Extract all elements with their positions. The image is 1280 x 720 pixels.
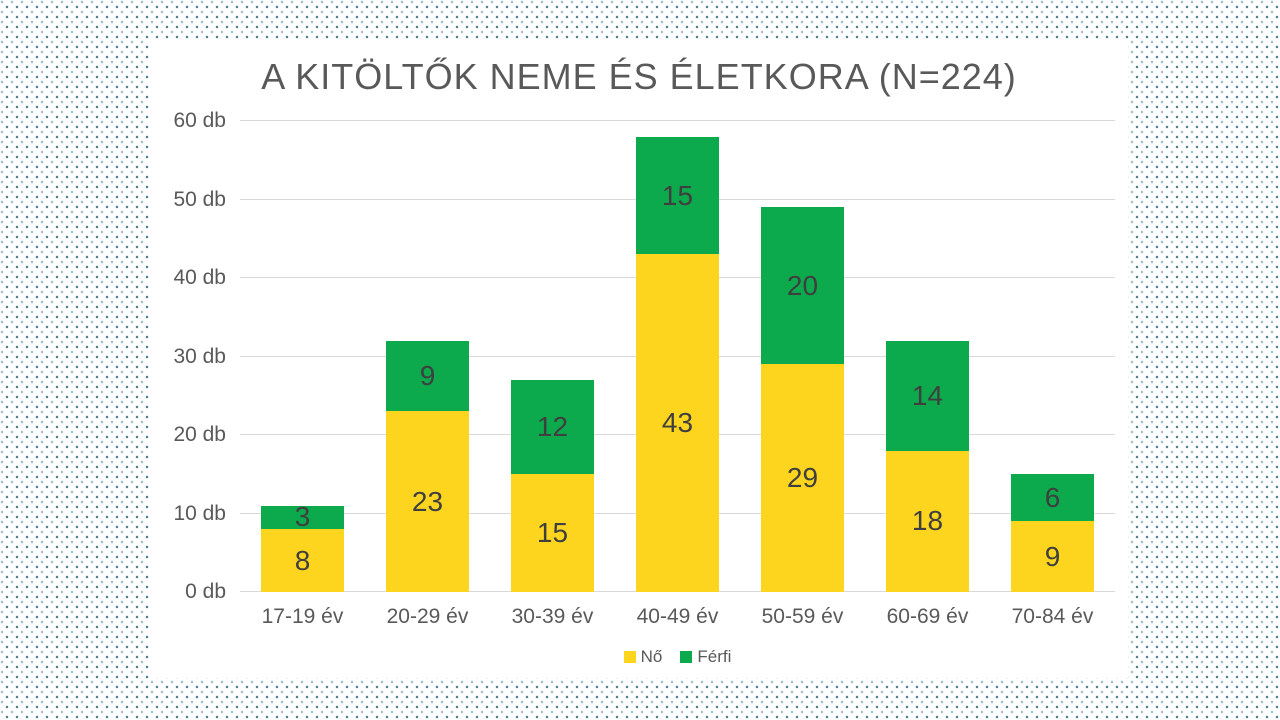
- value-label: 12: [536, 411, 569, 443]
- x-tick-label: 30-39 év: [511, 605, 594, 628]
- value-label: 15: [536, 517, 569, 549]
- y-tick-label: 50 db: [173, 187, 226, 211]
- y-tick-label: 20 db: [173, 423, 226, 447]
- bar-segment-male: 15: [636, 136, 719, 255]
- bar-segment-female: 9: [1011, 521, 1094, 592]
- value-label: 29: [786, 462, 819, 494]
- x-tick-label: 50-59 év: [761, 605, 844, 628]
- value-label: 23: [411, 485, 444, 517]
- bar-segment-male: 6: [1011, 474, 1094, 522]
- bar-segment-female: 8: [261, 529, 344, 592]
- legend-label: Férfi: [697, 647, 732, 666]
- x-axis: 17-19 év 20-29 év 30-39 év 40-49 év 50-59 év…: [240, 605, 1115, 629]
- legend-item: Férfi: [680, 647, 731, 667]
- chart-title: A KITÖLTŐK NEME ÉS ÉLETKORA (N=224): [261, 56, 1017, 97]
- bar-column: 20 29: [740, 121, 865, 592]
- y-tick-label: 10 db: [173, 501, 226, 525]
- value-label: 20: [786, 269, 819, 301]
- bar-segment-male: 14: [886, 340, 969, 451]
- legend: Nő Férfi: [240, 647, 1115, 667]
- bar-column: 12 15: [490, 121, 615, 592]
- value-label: 8: [294, 544, 311, 576]
- legend-swatch: [623, 651, 636, 663]
- bar-column: 14 18: [865, 121, 990, 592]
- y-tick-label: 30 db: [173, 344, 226, 368]
- value-label: 43: [661, 407, 694, 439]
- value-label: 9: [1044, 540, 1061, 572]
- value-label: 6: [1044, 481, 1061, 513]
- x-tick-label: 60-69 év: [886, 605, 969, 628]
- bar-segment-female: 23: [386, 411, 469, 592]
- bar-segment-female: 18: [886, 450, 969, 592]
- gridline: [240, 120, 1115, 121]
- y-axis: 0 db 10 db 20 db 30 db 40 db 50 db 60 db: [150, 109, 226, 603]
- bars: 3 8 9 23 12 15 15 43 20 29 14 18 6 9: [240, 121, 1115, 592]
- value-label: 9: [419, 360, 436, 392]
- bar-column: 15 43: [615, 121, 740, 592]
- value-label: 18: [911, 505, 944, 537]
- x-tick-label: 70-84 év: [1011, 605, 1094, 628]
- y-tick-label: 60 db: [173, 109, 226, 132]
- plot-area: 3 8 9 23 12 15 15 43 20 29 14 18 6 9: [240, 120, 1115, 592]
- value-label: 14: [911, 379, 944, 411]
- value-label: 3: [294, 501, 311, 533]
- legend-swatch: [680, 651, 693, 663]
- value-label: 15: [661, 179, 694, 211]
- bar-segment-male: 9: [386, 340, 469, 412]
- x-tick-label: 40-49 év: [636, 605, 719, 628]
- bar-segment-male: 12: [511, 380, 594, 475]
- legend-label: Nő: [640, 647, 663, 666]
- bar-segment-female: 15: [511, 474, 594, 592]
- bar-segment-male: 3: [261, 501, 344, 533]
- y-tick-label: 0 db: [185, 580, 226, 603]
- legend-item: Nő: [623, 647, 663, 667]
- bar-segment-female: 43: [636, 254, 719, 592]
- bar-segment-male: 20: [761, 207, 844, 365]
- bar-segment-female: 29: [761, 364, 844, 592]
- y-tick-label: 40 db: [173, 266, 226, 290]
- bar-column: 9 23: [365, 121, 490, 592]
- x-tick-label: 20-29 év: [386, 605, 469, 628]
- x-tick-label: 17-19 év: [261, 605, 344, 628]
